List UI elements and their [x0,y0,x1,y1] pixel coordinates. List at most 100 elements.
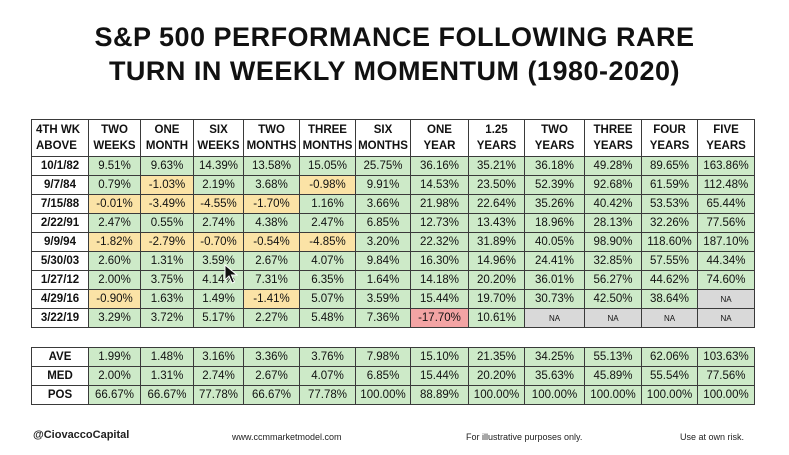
header-label-line: YEAR [423,140,456,152]
header-label-line: WEEKS [93,140,136,152]
value-cell: 89.65% [641,156,698,176]
value-cell: 92.68% [584,175,642,195]
summary-cell: 77.56% [697,366,755,386]
header-label-line: YEARS [534,140,575,152]
summary-cell: 20.20% [468,366,525,386]
value-cell: 13.43% [468,213,525,233]
value-cell: 4.07% [299,251,356,271]
summary-cell: 1.99% [88,347,141,367]
value-cell: 2.27% [243,308,300,328]
value-cell: 98.90% [584,232,642,252]
footer-brand: @CiovaccoCapital [33,429,130,441]
header-row: 4TH WK ABOVE TWO WEEKS ONE MONTH SIX WEEKS TWO MO… [31,119,755,157]
summary-cell: 2.67% [243,366,300,386]
value-cell: 25.75% [355,156,411,176]
column-header: SIX MONTHS [355,119,411,157]
summary-cell: 100.00% [697,385,755,405]
header-label-line: TWO [101,124,128,136]
column-header: FOUR YEARS [641,119,698,157]
value-cell: 40.42% [584,194,642,214]
value-cell: -2.79% [140,232,194,252]
value-cell: 3.29% [88,308,141,328]
summary-cell: 62.06% [641,347,698,367]
value-cell: 118.60% [641,232,698,252]
value-cell: 112.48% [697,175,755,195]
value-cell: 40.05% [524,232,585,252]
value-cell: 163.86% [697,156,755,176]
header-label-line: ONE [427,124,452,136]
value-cell: -1.03% [140,175,194,195]
value-cell: NA [641,308,698,328]
footer-disclaimer: For illustrative purposes only. [466,432,583,442]
value-cell: 44.34% [697,251,755,271]
value-cell: 2.19% [193,175,244,195]
header-label-line: TWO [258,124,285,136]
column-header: ONE YEAR [410,119,469,157]
value-cell: -1.82% [88,232,141,252]
value-cell: 38.64% [641,289,698,309]
value-cell: 65.44% [697,194,755,214]
summary-cell: 6.85% [355,366,411,386]
column-header: 1.25 YEARS [468,119,525,157]
value-cell: 36.18% [524,156,585,176]
summary-cell: 100.00% [524,385,585,405]
header-label-line: SIX [209,124,228,136]
summary-row: MED 2.00% 1.31% 2.74% 2.67% 4.07% 6.85% 15.44% 2… [31,366,755,386]
value-cell: NA [524,308,585,328]
value-cell: 32.85% [584,251,642,271]
value-cell: 2.67% [243,251,300,271]
summary-cell: 3.76% [299,347,356,367]
value-cell: 4.38% [243,213,300,233]
value-cell: -0.98% [299,175,356,195]
header-label-line: FOUR [653,124,686,136]
value-cell: -0.90% [88,289,141,309]
value-cell: 2.00% [88,270,141,290]
header-label-line: YEARS [706,140,746,152]
table-row: 2/22/91 2.47% 0.55% 2.74% 4.38% 2.47% 6.85% 12.… [31,213,755,233]
column-header: TWO MONTHS [243,119,300,157]
value-cell: 24.41% [524,251,585,271]
value-cell: 2.47% [88,213,141,233]
column-header: SIX WEEKS [193,119,244,157]
value-cell: 44.62% [641,270,698,290]
value-cell: 1.64% [355,270,411,290]
summary-cell: 1.48% [140,347,194,367]
title-line-1: S&P 500 PERFORMANCE FOLLOWING RARE [94,22,695,52]
value-cell: 18.96% [524,213,585,233]
value-cell: 22.64% [468,194,525,214]
value-cell: 3.20% [355,232,411,252]
value-cell: 9.63% [140,156,194,176]
summary-cell: 77.78% [299,385,356,405]
table-row: 5/30/03 2.60% 1.31% 3.59% 2.67% 4.07% 9.84% 16.… [31,251,755,271]
header-label-line: 1.25 [485,124,508,136]
table-row: 1/27/12 2.00% 3.75% 4.14% 7.31% 6.35% 1.64% 14.… [31,270,755,290]
value-cell: 3.72% [140,308,194,328]
column-header: ONE MONTH [140,119,194,157]
summary-cell: 66.67% [140,385,194,405]
row-date: 7/15/88 [31,194,89,214]
summary-cell: 1.31% [140,366,194,386]
summary-label: POS [31,385,89,405]
summary-cell: 4.07% [299,366,356,386]
value-cell: -17.70% [410,308,469,328]
column-header: THREE MONTHS [299,119,356,157]
value-cell: 77.56% [697,213,755,233]
value-cell: 16.30% [410,251,469,271]
value-cell: 5.17% [193,308,244,328]
value-cell: 21.98% [410,194,469,214]
value-cell: 6.35% [299,270,356,290]
summary-cell: 88.89% [410,385,469,405]
row-date: 9/9/94 [31,232,89,252]
row-date: 4/29/16 [31,289,89,309]
value-cell: 7.36% [355,308,411,328]
value-cell: -0.70% [193,232,244,252]
value-cell: 9.91% [355,175,411,195]
column-header: FIVE YEARS [697,119,755,157]
summary-cell: 21.35% [468,347,525,367]
header-label-line: WEEKS [197,140,240,152]
summary-cell: 100.00% [584,385,642,405]
header-label-line: MONTHS [358,140,408,152]
value-cell: 187.10% [697,232,755,252]
value-cell: -1.41% [243,289,300,309]
row-date: 10/1/82 [31,156,89,176]
